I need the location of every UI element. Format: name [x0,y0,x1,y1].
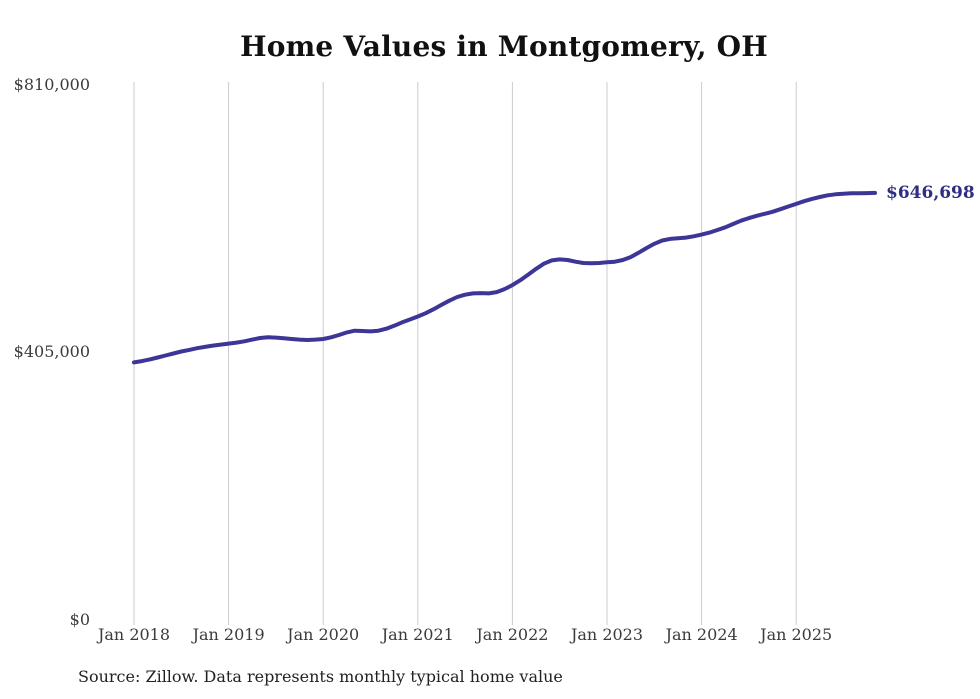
x-axis-tick-label-jan-2020: Jan 2020 [287,625,360,644]
x-axis-tick-label-jan-2023: Jan 2023 [570,625,644,644]
y-axis-tick-label-405000: $405,000 [13,342,90,361]
x-axis-tick-label-jan-2018: Jan 2018 [97,625,171,644]
x-axis-tick-label-jan-2024: Jan 2024 [665,625,738,644]
source-note: Source: Zillow. Data represents monthly … [78,667,563,686]
x-axis-tick-label-jan-2019: Jan 2019 [192,625,265,644]
y-axis-tick-label-810000: $810,000 [13,75,90,94]
home-value-series-line [132,190,877,365]
chart-title: Home Values in Montgomery, OH [240,30,768,63]
x-axis-tick-label-jan-2022: Jan 2022 [476,625,549,644]
y-axis-tick-label-0: $0 [69,610,90,629]
x-axis-tick-label-jan-2025: Jan 2025 [760,625,833,644]
x-axis-tick-label-jan-2021: Jan 2021 [381,625,454,644]
latest-value-label: $646,698 [886,182,975,203]
